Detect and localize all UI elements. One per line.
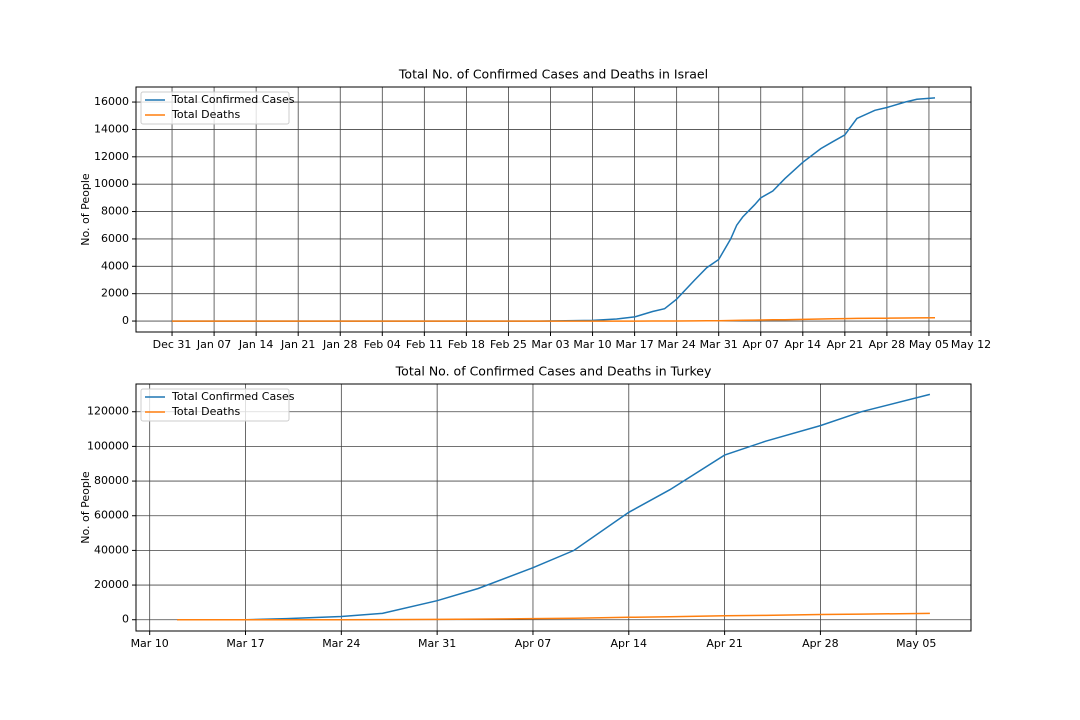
plot-frame bbox=[135, 383, 972, 632]
y-axis-label: No. of People bbox=[79, 173, 92, 246]
x-tick-label: Jan 21 bbox=[280, 338, 315, 351]
x-tick-label: Feb 11 bbox=[406, 338, 443, 351]
x-tick-label: Apr 21 bbox=[706, 637, 743, 650]
x-tick-label: Mar 10 bbox=[573, 338, 611, 351]
legend-label: Total Deaths bbox=[171, 108, 240, 121]
y-tick-label: 120000 bbox=[87, 405, 129, 418]
x-tick-label: Mar 10 bbox=[131, 637, 169, 650]
x-tick-label: Mar 31 bbox=[700, 338, 738, 351]
x-tick-label: Apr 28 bbox=[802, 637, 839, 650]
x-tick-label: Mar 17 bbox=[226, 637, 264, 650]
x-tick-label: Feb 04 bbox=[364, 338, 401, 351]
legend-label: Total Deaths bbox=[171, 405, 240, 418]
series-line bbox=[177, 393, 931, 621]
x-tick-label: Jan 14 bbox=[238, 338, 273, 351]
y-tick-label: 12000 bbox=[94, 150, 129, 163]
series-line bbox=[172, 317, 936, 322]
x-tick-label: Apr 14 bbox=[785, 338, 822, 351]
x-tick-label: Mar 03 bbox=[531, 338, 569, 351]
x-tick-label: Jan 07 bbox=[196, 338, 231, 351]
y-tick-label: 0 bbox=[122, 314, 129, 327]
x-tick-label: Mar 24 bbox=[322, 637, 360, 650]
series-line bbox=[177, 612, 930, 621]
plot-frame bbox=[135, 86, 972, 333]
y-tick-label: 40000 bbox=[94, 543, 129, 556]
x-tick-label: Jan 28 bbox=[322, 338, 357, 351]
series-line bbox=[172, 97, 936, 322]
y-tick-label: 16000 bbox=[94, 95, 129, 108]
y-tick-label: 20000 bbox=[94, 578, 129, 591]
y-tick-label: 10000 bbox=[94, 177, 129, 190]
x-tick-label: Feb 18 bbox=[448, 338, 485, 351]
y-tick-label: 14000 bbox=[94, 122, 129, 135]
y-tick-label: 0 bbox=[122, 613, 129, 626]
y-tick-label: 100000 bbox=[87, 439, 129, 452]
x-tick-label: Apr 07 bbox=[742, 338, 779, 351]
x-tick-label: May 05 bbox=[909, 338, 949, 351]
legend-box bbox=[140, 91, 290, 125]
x-tick-label: Mar 24 bbox=[658, 338, 696, 351]
legend-label: Total Confirmed Cases bbox=[171, 390, 295, 403]
y-tick-label: 2000 bbox=[101, 287, 129, 300]
y-tick-label: 80000 bbox=[94, 474, 129, 487]
y-tick-label: 60000 bbox=[94, 509, 129, 522]
x-tick-label: Mar 31 bbox=[418, 637, 456, 650]
x-tick-label: May 05 bbox=[896, 637, 936, 650]
chart-title: Total No. of Confirmed Cases and Deaths … bbox=[398, 67, 708, 82]
legend-box bbox=[140, 388, 290, 422]
x-tick-label: Apr 14 bbox=[611, 637, 648, 650]
y-axis-label: No. of People bbox=[79, 471, 92, 544]
legend-label: Total Confirmed Cases bbox=[171, 93, 295, 106]
y-tick-label: 6000 bbox=[101, 232, 129, 245]
x-tick-label: Mar 17 bbox=[615, 338, 653, 351]
chart-title: Total No. of Confirmed Cases and Deaths … bbox=[395, 364, 712, 379]
x-tick-label: Apr 07 bbox=[515, 637, 552, 650]
x-tick-label: Dec 31 bbox=[153, 338, 192, 351]
y-tick-label: 8000 bbox=[101, 205, 129, 218]
x-tick-label: Feb 25 bbox=[490, 338, 527, 351]
x-tick-label: Apr 28 bbox=[869, 338, 906, 351]
y-tick-label: 4000 bbox=[101, 259, 129, 272]
x-tick-label: Apr 21 bbox=[827, 338, 864, 351]
x-tick-label: May 12 bbox=[951, 338, 991, 351]
